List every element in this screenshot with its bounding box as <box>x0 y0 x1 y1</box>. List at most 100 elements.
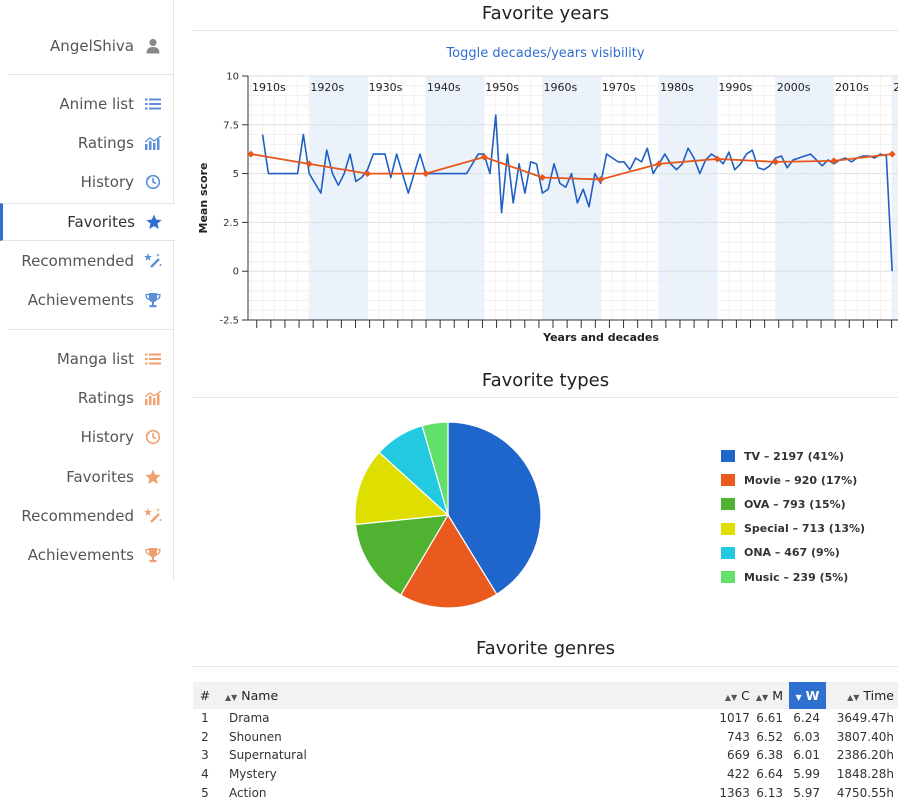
legend-swatch <box>721 498 735 511</box>
manga-nav-ratings[interactable]: Ratings <box>0 379 174 417</box>
y-tick-label: 10 <box>226 72 239 83</box>
username: AngelShiva <box>50 37 134 55</box>
column-header-mean[interactable]: ▲▼ M <box>755 682 789 709</box>
trophy-icon <box>144 291 162 309</box>
favorite-types-title: Favorite types <box>481 370 610 391</box>
decade-label: 1940s <box>427 81 461 94</box>
pie-legend: TV – 2197 (41%) Movie – 920 (17%) OVA – 79… <box>721 444 865 589</box>
main-content: Favorite years Toggle decades/years visi… <box>193 0 898 800</box>
genre-time: 2386.20h <box>836 748 894 763</box>
anime-nav-history[interactable]: History <box>0 163 174 201</box>
decade-label: 2010s <box>835 81 869 94</box>
nav-label: Manga list <box>56 350 134 368</box>
pie-slice-special <box>354 451 450 526</box>
genre-name-link[interactable]: Shounen <box>228 729 282 744</box>
decade-band <box>775 76 834 320</box>
column-header-time[interactable]: ▲▼ Time <box>825 682 898 709</box>
genre-name-link[interactable]: Mystery <box>228 767 277 782</box>
manga-nav-recommended[interactable]: Recommended <box>0 497 174 535</box>
anime-nav-recommended[interactable]: Recommended <box>0 242 174 280</box>
nav-label: Ratings <box>77 134 134 153</box>
y-axis-title: Mean score <box>197 162 210 233</box>
legend-label: OVA – 793 (15%) <box>744 497 846 511</box>
decade-point <box>364 170 372 178</box>
table-row: 5 Action 1363 6.13 5.97 4750.55h <box>193 783 898 800</box>
favorite-years-title: Favorite years <box>481 3 610 24</box>
column-header-name[interactable]: ▲▼ Name <box>216 682 712 709</box>
column-header-rank[interactable]: # <box>193 682 217 709</box>
legend-item[interactable]: ONA – 467 (9%) <box>721 541 865 565</box>
column-header-weighted[interactable]: ▼ W <box>789 682 826 709</box>
genre-rank: 2 <box>201 729 209 744</box>
genre-name-link[interactable]: Drama <box>228 711 270 726</box>
favorite-types-chart <box>354 421 542 609</box>
anime-nav-favorites[interactable]: Favorites <box>0 202 175 241</box>
pie-slice-tv <box>447 421 542 596</box>
genre-mean: 6.64 <box>756 767 783 782</box>
decade-label: 1910s <box>252 81 286 94</box>
genre-time: 3649.47h <box>836 711 894 726</box>
user-profile-link[interactable]: AngelShiva <box>0 27 174 65</box>
list-icon <box>144 95 162 113</box>
star-icon <box>145 213 163 231</box>
manga-nav-favorites[interactable]: Favorites <box>0 458 174 496</box>
nav-label: Achievements <box>27 291 134 309</box>
chart-icon <box>144 134 162 152</box>
nav-label: Anime list <box>59 95 134 113</box>
sort-icon: ▲▼ <box>847 693 860 702</box>
genre-mean: 6.52 <box>756 729 783 744</box>
legend-item[interactable]: Special – 713 (13%) <box>721 517 865 541</box>
legend-label: Music – 239 (5%) <box>744 570 849 584</box>
nav-label: Recommended <box>21 251 134 270</box>
decade-label: 1980s <box>660 81 694 94</box>
decade-label: 2000s <box>777 81 811 94</box>
pie-slice-movie <box>399 513 498 609</box>
legend-swatch <box>721 450 735 463</box>
genre-name-link[interactable]: Supernatural <box>228 748 307 763</box>
anime-nav-ratings[interactable]: Ratings <box>0 124 174 162</box>
genre-count: 669 <box>726 748 750 763</box>
decade-label: 1920s <box>310 81 344 94</box>
table-row: 1 Drama 1017 6.61 6.24 3649.47h <box>193 709 898 728</box>
legend-label: TV – 2197 (41%) <box>744 449 845 463</box>
sidebar: AngelShiva Anime list Ratings History Favor… <box>0 0 175 580</box>
y-tick-label: 2.5 <box>223 218 239 229</box>
toggle-decades-link[interactable]: Toggle decades/years visibility <box>446 46 645 61</box>
genre-count: 1017 <box>719 711 750 726</box>
nav-label: Favorites <box>67 212 135 231</box>
table-row: 2 Shounen 743 6.52 6.03 3807.40h <box>193 728 898 747</box>
decade-label: 1950s <box>485 81 519 94</box>
genres-table: # ▲▼ Name ▲▼ C ▲▼ M ▼ W ▲▼ Time 1 Drama 1017 6.6… <box>193 682 898 800</box>
nav-label: Recommended <box>21 506 134 525</box>
genre-name-link[interactable]: Action <box>228 785 267 800</box>
chart-icon <box>144 389 162 407</box>
manga-nav-history[interactable]: History <box>0 418 174 456</box>
user-icon <box>144 37 162 55</box>
nav-label: Favorites <box>66 467 134 486</box>
legend-item[interactable]: OVA – 793 (15%) <box>721 492 865 516</box>
decade-band <box>542 76 601 320</box>
genre-weighted: 6.01 <box>793 748 820 763</box>
manga-nav-achievements[interactable]: Achievements <box>0 536 174 574</box>
favorite-years-chart: 10 7.5 5 2.5 0 -2.5 1910s 1920s 1930s 1940s 1950s 1… <box>197 72 898 344</box>
table-row: 4 Mystery 422 6.64 5.99 1848.28h <box>193 765 898 784</box>
trophy-icon <box>144 546 162 564</box>
legend-item[interactable]: Movie – 920 (17%) <box>721 468 865 492</box>
decade-point <box>888 150 896 158</box>
magic-icon <box>144 507 162 525</box>
genre-mean: 6.61 <box>756 711 783 726</box>
y-tick-label: -2.5 <box>219 316 239 327</box>
manga-nav-manga-list[interactable]: Manga list <box>0 340 174 378</box>
anime-nav-achievements[interactable]: Achievements <box>0 281 174 319</box>
genre-rank: 4 <box>201 767 209 782</box>
section-divider <box>193 30 898 31</box>
genre-mean: 6.38 <box>756 748 783 763</box>
column-header-count[interactable]: ▲▼ C <box>711 682 756 709</box>
anime-nav-anime-list[interactable]: Anime list <box>0 85 174 123</box>
legend-item[interactable]: TV – 2197 (41%) <box>721 444 865 468</box>
sort-icon: ▲▼ <box>224 693 238 702</box>
legend-item[interactable]: Music – 239 (5%) <box>721 565 865 589</box>
sidebar-divider <box>8 329 174 330</box>
x-axis-title: Years and decades <box>542 331 659 344</box>
nav-label: History <box>80 173 134 192</box>
